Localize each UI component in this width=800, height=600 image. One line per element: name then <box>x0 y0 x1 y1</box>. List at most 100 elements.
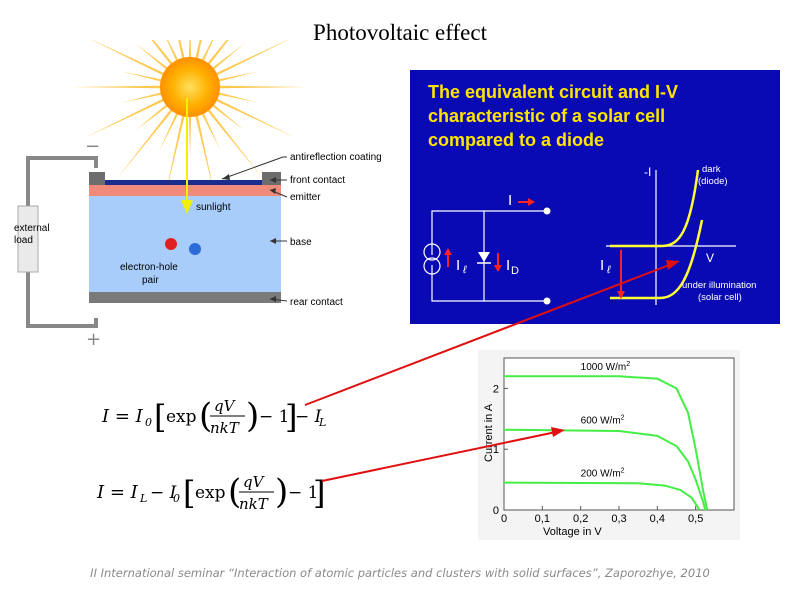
eq1-minus1: − 1 <box>259 407 289 427</box>
pair-label-1: electron-hole <box>120 262 178 273</box>
eq2-den: nkT <box>239 495 269 513</box>
iv-y-label: -I <box>644 165 651 179</box>
eq1-exp: exp <box>166 407 197 427</box>
sun-ray <box>116 103 178 180</box>
load-label-2: load <box>14 235 33 246</box>
svg-text:(: ( <box>199 396 212 436</box>
dark-label-1: dark <box>702 164 721 175</box>
diode-icon <box>478 252 490 262</box>
current-label: I <box>508 192 512 209</box>
minus-terminal: − <box>85 136 100 157</box>
series-line <box>503 481 701 511</box>
photocurrent-arrow <box>444 248 452 255</box>
sun-ray <box>206 43 245 75</box>
eq2-subL: L <box>139 492 147 505</box>
x-tick-label: 0,3 <box>611 513 626 525</box>
sun-ray <box>198 106 221 151</box>
sun-ray <box>135 43 174 75</box>
plus-terminal: + <box>86 329 101 350</box>
base-layer <box>89 196 281 292</box>
illum-label-2: (solar cell) <box>698 292 742 303</box>
front-contact-label: front contact <box>290 175 345 186</box>
diode-current-arrow <box>494 265 502 272</box>
svg-text:): ) <box>246 396 259 436</box>
x-tick-label: 0 <box>501 513 507 525</box>
x-tick-label: 0,2 <box>573 513 588 525</box>
sun-ray <box>193 108 217 203</box>
sun-ray <box>163 108 187 203</box>
sunlight-label: sunlight <box>196 202 231 213</box>
eq2-sub0: 0 <box>173 492 180 505</box>
sun-ray <box>188 108 192 157</box>
front-contact-left <box>89 172 105 185</box>
illum-label-1: under illumination <box>682 280 756 291</box>
sun-ray <box>209 40 288 79</box>
x-tick-label: 0,5 <box>688 513 703 525</box>
chart-xlabel: Voltage in V <box>543 526 602 538</box>
sun-ray <box>151 40 178 71</box>
circuit-title: The equivalent circuit and I-V character… <box>428 80 768 152</box>
sun-ray <box>121 71 169 84</box>
svg-text:[: [ <box>183 474 195 512</box>
sunlight-arrowhead <box>181 200 193 214</box>
eq1-sub0: 0 <box>145 416 152 429</box>
eq2-mid: − I <box>150 483 177 503</box>
eq1-den: nkT <box>210 419 240 437</box>
sun-ray <box>135 99 174 131</box>
sun-ray <box>211 90 259 103</box>
rear-contact-label: rear contact <box>290 297 343 308</box>
photocurrent-label: I <box>456 257 460 274</box>
base-label: base <box>290 237 312 248</box>
terminal-bottom <box>543 297 551 305</box>
sun-ray <box>211 71 259 84</box>
iv-x-label: V <box>706 251 714 265</box>
external-load <box>17 205 39 273</box>
sun-ray <box>121 90 169 103</box>
front-contact-right <box>262 172 281 185</box>
hole-icon <box>165 238 177 250</box>
photocurrent-sub: ℓ <box>462 264 467 276</box>
antireflection-label: antireflection coating <box>290 152 382 163</box>
series-label: 1000 W/m2 <box>581 361 631 373</box>
series-line <box>503 428 707 511</box>
terminal-top <box>543 207 551 215</box>
circuit-diagram: I I ℓ I D -I V I ℓ dark (diode) under il… <box>423 164 756 305</box>
pair-label-2: pair <box>142 275 159 286</box>
sun-ray <box>206 99 245 131</box>
sun-ray <box>72 85 169 89</box>
page-title: Photovoltaic effect <box>313 20 487 45</box>
equation-1: I = I 0 [ exp ( qV nkT ) − 1 ] − I L <box>101 396 326 437</box>
il-shift-sub: ℓ <box>606 264 611 276</box>
footer-citation: II International seminar “Interaction of… <box>90 566 710 580</box>
equation-2: I = I L − I 0 [ exp ( qV nkT ) − 1 ] <box>96 472 325 513</box>
svg-text:]: ] <box>285 398 297 436</box>
electron-icon <box>189 243 201 255</box>
svg-text:[: [ <box>154 398 166 436</box>
circuit-title-line-1: The equivalent circuit and I-V <box>428 82 679 102</box>
sun-ray <box>211 85 308 89</box>
eq2-num: qV <box>243 473 266 491</box>
svg-text:): ) <box>275 472 288 512</box>
diode-current-sub: D <box>511 265 519 277</box>
antireflection-coating <box>105 180 262 185</box>
eq2-minus1: − 1 <box>288 483 318 503</box>
sun-ray <box>83 95 171 139</box>
y-tick-label: 2 <box>493 383 499 395</box>
solar-cell-diagram: external load − + sunlight electron-hole… <box>14 40 382 350</box>
sun-ray <box>92 40 171 79</box>
svg-text:(: ( <box>228 472 241 512</box>
load-label-1: external <box>14 223 50 234</box>
plot-area <box>503 357 735 511</box>
chart-ylabel: Current in A <box>483 403 495 462</box>
emitter-layer <box>89 185 281 196</box>
sun-ray <box>159 106 182 151</box>
series-label: 600 W/m2 <box>581 415 625 427</box>
current-source-icon <box>423 243 441 261</box>
eq2-lhs: I = I <box>96 482 139 503</box>
sun-ray <box>202 40 229 71</box>
circuit-title-line-2: characteristic of a solar cell <box>428 106 666 126</box>
eq1-num: qV <box>214 397 237 415</box>
sun-icon <box>160 57 220 117</box>
dark-label-2: (diode) <box>698 176 728 187</box>
